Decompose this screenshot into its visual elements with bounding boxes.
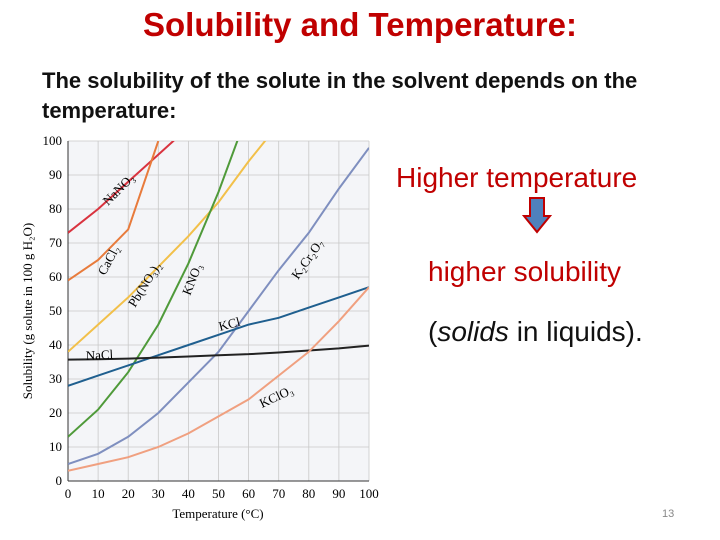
y-tick-label: 20: [49, 405, 62, 420]
x-tick-label: 60: [242, 486, 255, 501]
y-tick-label: 50: [49, 303, 62, 318]
y-tick-label: 90: [49, 167, 62, 182]
series-line: [68, 286, 369, 387]
intro-text: The solubility of the solute in the solv…: [42, 68, 638, 123]
x-tick-label: 100: [359, 486, 379, 501]
y-tick-label: 70: [49, 235, 62, 250]
series-label: NaCl: [85, 347, 114, 363]
chart: Temperature (°C) Solubility (g solute in…: [20, 133, 379, 521]
y-tick-label: 30: [49, 371, 62, 386]
x-tick-label: 20: [122, 486, 135, 501]
y-tick-label: 80: [49, 201, 62, 216]
slide-title: Solubility and Temperature:: [143, 6, 577, 43]
series-line: [68, 141, 267, 353]
down-arrow: [522, 197, 552, 234]
series-line: [68, 286, 369, 472]
series-line: [68, 344, 369, 361]
y-tick-label: 40: [49, 337, 62, 352]
higher-temperature: Higher temperature: [396, 162, 638, 193]
y-axis-title: Solubility (g solute in 100 g H₂O): [20, 223, 35, 399]
series-line: [68, 141, 175, 234]
y-tick-label: 10: [49, 439, 62, 454]
y-tick-label: 60: [49, 269, 62, 284]
x-tick-label: 50: [212, 486, 225, 501]
series-label: KCl: [217, 314, 242, 334]
higher-solubility: higher solubility: [428, 256, 621, 287]
x-tick-label: 30: [152, 486, 165, 501]
x-tick-label: 40: [182, 486, 195, 501]
series-group: [68, 141, 369, 472]
x-tick-label: 80: [302, 486, 315, 501]
note-open: (: [428, 316, 438, 347]
note: (solids in liquids).: [428, 316, 643, 348]
y-tick-label: 100: [43, 133, 63, 148]
x-tick-label: 10: [92, 486, 105, 501]
x-tick-label: 70: [272, 486, 285, 501]
y-tick-label: 0: [56, 473, 63, 488]
series-line: [68, 141, 160, 282]
note-emphasis: solids: [437, 316, 509, 347]
note-rest: in liquids).: [508, 316, 643, 347]
x-tick-label: 90: [332, 486, 345, 501]
page-number: 13: [662, 508, 675, 520]
series-line: [68, 147, 369, 465]
x-tick-label: 0: [65, 486, 72, 501]
series-line: [68, 141, 239, 438]
x-axis-title: Temperature (°C): [172, 506, 263, 521]
